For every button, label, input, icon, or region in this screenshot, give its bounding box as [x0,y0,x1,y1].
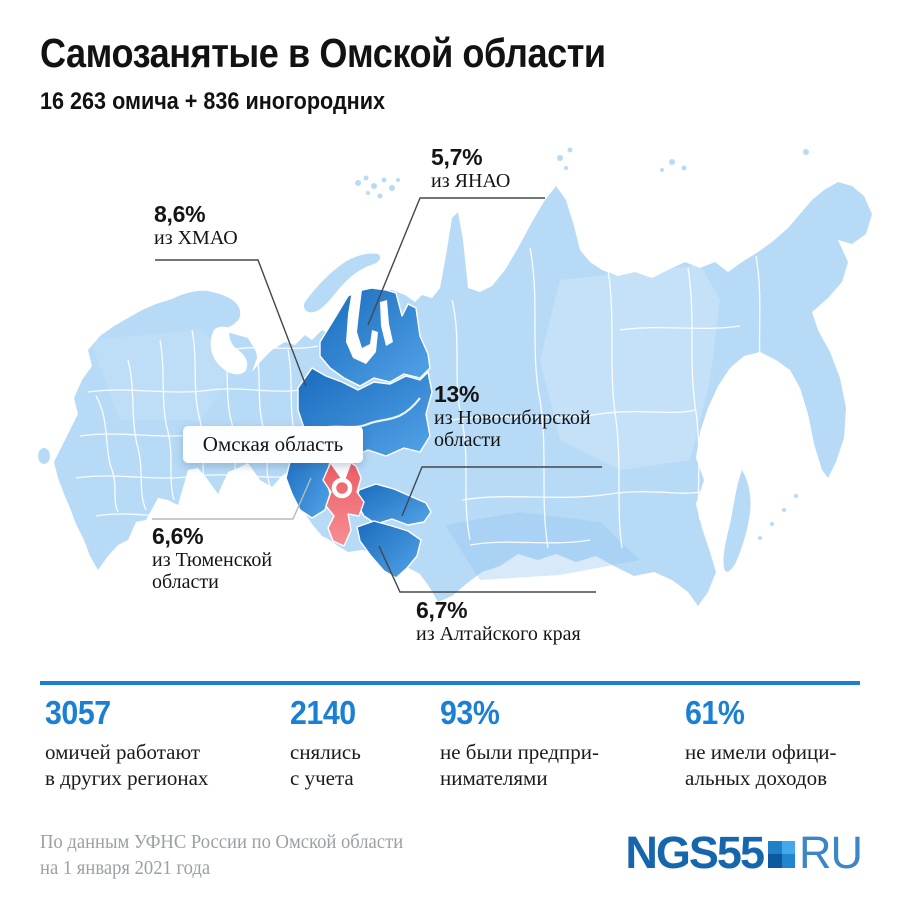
white-sea [210,326,248,375]
omsk-callout-label: Омская область [202,432,344,456]
logo-text: NGS55 [625,826,765,878]
stat-deregistered: 2140 снялись с учета [290,694,361,791]
khmao-percent: 8,6% [154,201,206,227]
leader-line-tyumen [152,477,312,520]
stat-no-official-income: 61% не имели офици- альных доходов [685,694,836,791]
altai-region: из Алтайского края [416,623,581,645]
stat-value: 93% [440,694,500,731]
leader-line-novosibirsk [401,466,602,517]
russia-mainland [54,182,872,606]
map-shade-south-siberia [445,512,640,580]
omsk-region-callout: Омская область [183,426,363,463]
stat-value: 61% [685,694,745,731]
region-novosibirsk [355,483,432,526]
tyumen-region-line2: области [152,571,219,593]
stat-value: 2140 [290,694,356,731]
callout-tail [327,459,353,483]
map-islands [38,147,809,572]
khmao-region: из ХМАО [154,227,238,249]
stat-label-line1: не были предпри- [440,740,600,764]
stat-not-entrepreneurs: 93% не были предпри- нимателями [440,694,599,791]
leader-line-altai [378,545,596,593]
novosibirsk-region-line2: области [434,429,501,451]
stat-label-line2: альных доходов [685,766,828,790]
map-label-yanao: 5,7% из ЯНАО [431,144,510,192]
map-shade-northwest [90,330,240,420]
region-omsk [322,457,365,547]
leader-line-khmao [155,259,307,387]
map-label-khmao: 8,6% из ХМАО [154,201,238,249]
ngs55-logo: NGS55 RU [608,826,863,878]
logo-suffix: RU [799,826,863,878]
ob-gulfs [346,290,393,364]
leader-line-yanao [367,197,545,326]
map-shade-yakutia [540,265,720,470]
stat-label-line2: с учета [290,766,354,790]
tyumen-percent: 6,6% [152,523,204,549]
novosibirsk-region-line1: из Новосибирской [434,407,591,429]
data-source-note: По данным УФНС России по Омской области … [40,829,403,881]
source-line1: По данным УФНС России по Омской области [40,831,404,853]
yanao-region: из ЯНАО [431,170,511,192]
stat-label-line1: снялись [290,740,361,764]
altai-percent: 6,7% [416,597,468,623]
section-divider [40,681,860,685]
stat-label-line2: в других регионах [45,766,209,790]
stat-label-line2: нимателями [440,766,548,790]
stat-value: 3057 [45,694,111,731]
map-label-altai: 6,7% из Алтайского края [416,597,581,645]
map-label-tyumen: 6,6% из Тюменской области [152,523,272,593]
map-label-novosibirsk: 13% из Новосибирской области [434,381,591,451]
tyumen-region-line1: из Тюменской [152,549,273,571]
stat-label-line1: омичей работают [45,740,201,764]
stat-label-line1: не имели офици- [685,740,837,764]
source-line2: на 1 января 2021 года [40,857,211,879]
region-altai [356,520,422,579]
omsk-marker-ring [331,477,353,499]
page-title: Самозанятые в Омской области [40,30,606,76]
novosibirsk-percent: 13% [434,381,480,407]
yanao-percent: 5,7% [431,144,483,170]
logo-square-icon [768,840,795,868]
page-subtitle: 16 263 омича + 836 иногородних [40,88,386,115]
stat-other-regions: 3057 омичей работают в других регионах [45,694,208,791]
